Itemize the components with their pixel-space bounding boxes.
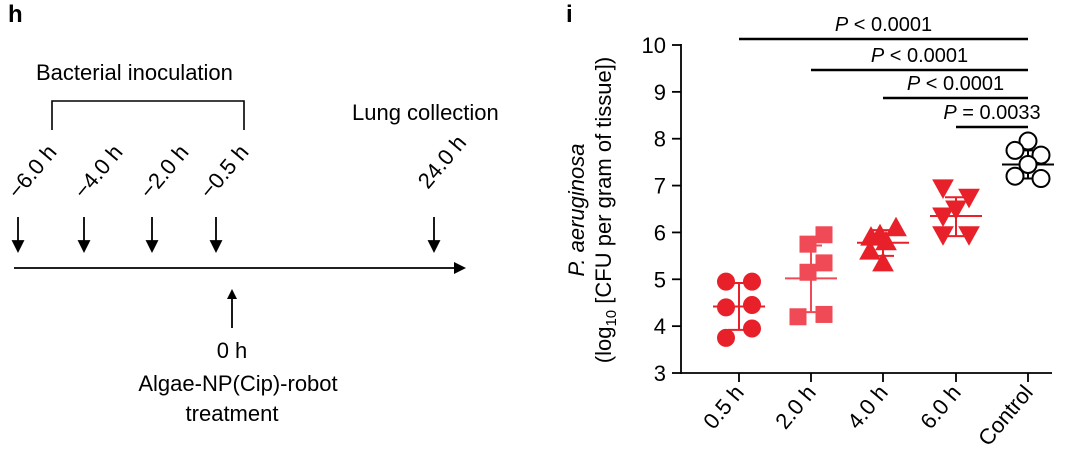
point-control <box>1018 131 1038 151</box>
point-4-0-h <box>875 230 897 251</box>
x-tick-label-2-0-h: 2.0 h <box>770 380 821 434</box>
x-tick-label-4-0-h: 4.0 h <box>842 380 893 434</box>
point-6-0-h <box>932 226 954 246</box>
significance-label: P < 0.0001 <box>871 45 968 67</box>
point-2-0-h <box>815 226 833 244</box>
treatment-label-line2: treatment <box>186 401 279 426</box>
significance-label: P = 0.0033 <box>943 102 1040 124</box>
panel-label-i: i <box>566 1 573 28</box>
point-control <box>1018 154 1038 174</box>
panel-label-h: h <box>8 1 23 28</box>
x-axis: 0.5 h 2.0 h 4.0 h 6.0 h Control <box>681 372 1052 451</box>
zero-hour-label: 0 h <box>217 338 248 363</box>
y-axis-title-subscript: 10 <box>603 310 620 327</box>
time-label-minus-4: −4.0 h <box>69 140 128 203</box>
y-axis-title-line1: P. aeruginosa <box>564 144 589 277</box>
point-0-5-h <box>717 298 735 317</box>
x-tick-label-6-0-h: 6.0 h <box>915 380 966 434</box>
point-2-0-h <box>815 305 833 323</box>
significance-label: P < 0.0001 <box>907 73 1004 95</box>
point-4-0-h <box>885 216 907 237</box>
y-tick-label-5: 5 <box>654 267 666 292</box>
point-6-0-h <box>932 207 954 228</box>
time-label-24: 24.0 h <box>413 130 471 193</box>
inoculation-bracket <box>51 100 245 130</box>
down-arrows <box>11 217 441 254</box>
point-control <box>1031 145 1051 165</box>
point-6-0-h <box>958 188 980 209</box>
time-label-minus-2: −2.0 h <box>135 140 194 203</box>
significance-label: P < 0.0001 <box>835 14 932 36</box>
treatment-label-line1: Algae-NP(Cip)-robot <box>138 371 337 396</box>
point-4-0-h <box>859 240 881 260</box>
time-label-minus-6: −6.0 h <box>3 140 62 203</box>
point-0-5-h <box>743 296 761 315</box>
point-0-5-h <box>717 328 735 347</box>
timeline-axis <box>14 262 466 274</box>
y-tick-label-10: 10 <box>642 33 666 58</box>
lung-collection-label: Lung collection <box>352 100 499 125</box>
bacterial-inoculation-label: Bacterial inoculation <box>36 60 233 85</box>
point-2-0-h <box>815 254 833 272</box>
y-axis-title-prefix: (log <box>591 327 616 364</box>
point-control <box>1005 166 1025 186</box>
y-tick-label-8: 8 <box>654 127 666 152</box>
point-6-0-h <box>958 226 980 246</box>
y-tick-label-3: 3 <box>654 361 666 386</box>
y-axis-title: P. aeruginosa (log10 [CFU per gram of ti… <box>564 57 620 363</box>
chart-panel: i P. aeruginosa (log10 [CFU per gram of … <box>564 1 1054 451</box>
point-2-0-h <box>799 235 817 253</box>
y-tick-label-6: 6 <box>654 220 666 245</box>
treatment-up-arrow <box>227 289 237 328</box>
point-0-5-h <box>717 272 735 291</box>
y-tick-label-4: 4 <box>654 314 666 339</box>
significance-bars: P < 0.0001 P < 0.0001 P < 0.0001 P = 0.0033 <box>739 14 1041 129</box>
y-axis-title-suffix: [CFU per gram of tissue]) <box>591 57 616 310</box>
point-control <box>1005 140 1025 160</box>
point-4-0-h <box>872 251 894 272</box>
y-axis: 3 4 5 6 7 8 9 10 <box>642 33 682 386</box>
point-2-0-h <box>789 308 807 326</box>
y-axis-title-line2: (log10 [CFU per gram of tissue]) <box>591 57 620 363</box>
y-tick-label-9: 9 <box>654 80 666 105</box>
point-control <box>1031 169 1051 189</box>
point-2-0-h <box>799 263 817 281</box>
time-label-minus-0-5: −0.5 h <box>195 140 254 203</box>
y-tick-label-7: 7 <box>654 174 666 199</box>
x-tick-label-control: Control <box>973 380 1038 450</box>
point-6-0-h <box>932 179 954 199</box>
point-0-5-h <box>743 319 761 338</box>
point-0-5-h <box>743 272 761 291</box>
timeline-panel: h Bacterial inoculation Lung collection … <box>3 1 499 426</box>
data-points <box>717 131 1051 347</box>
x-tick-label-0-5-h: 0.5 h <box>698 380 749 434</box>
